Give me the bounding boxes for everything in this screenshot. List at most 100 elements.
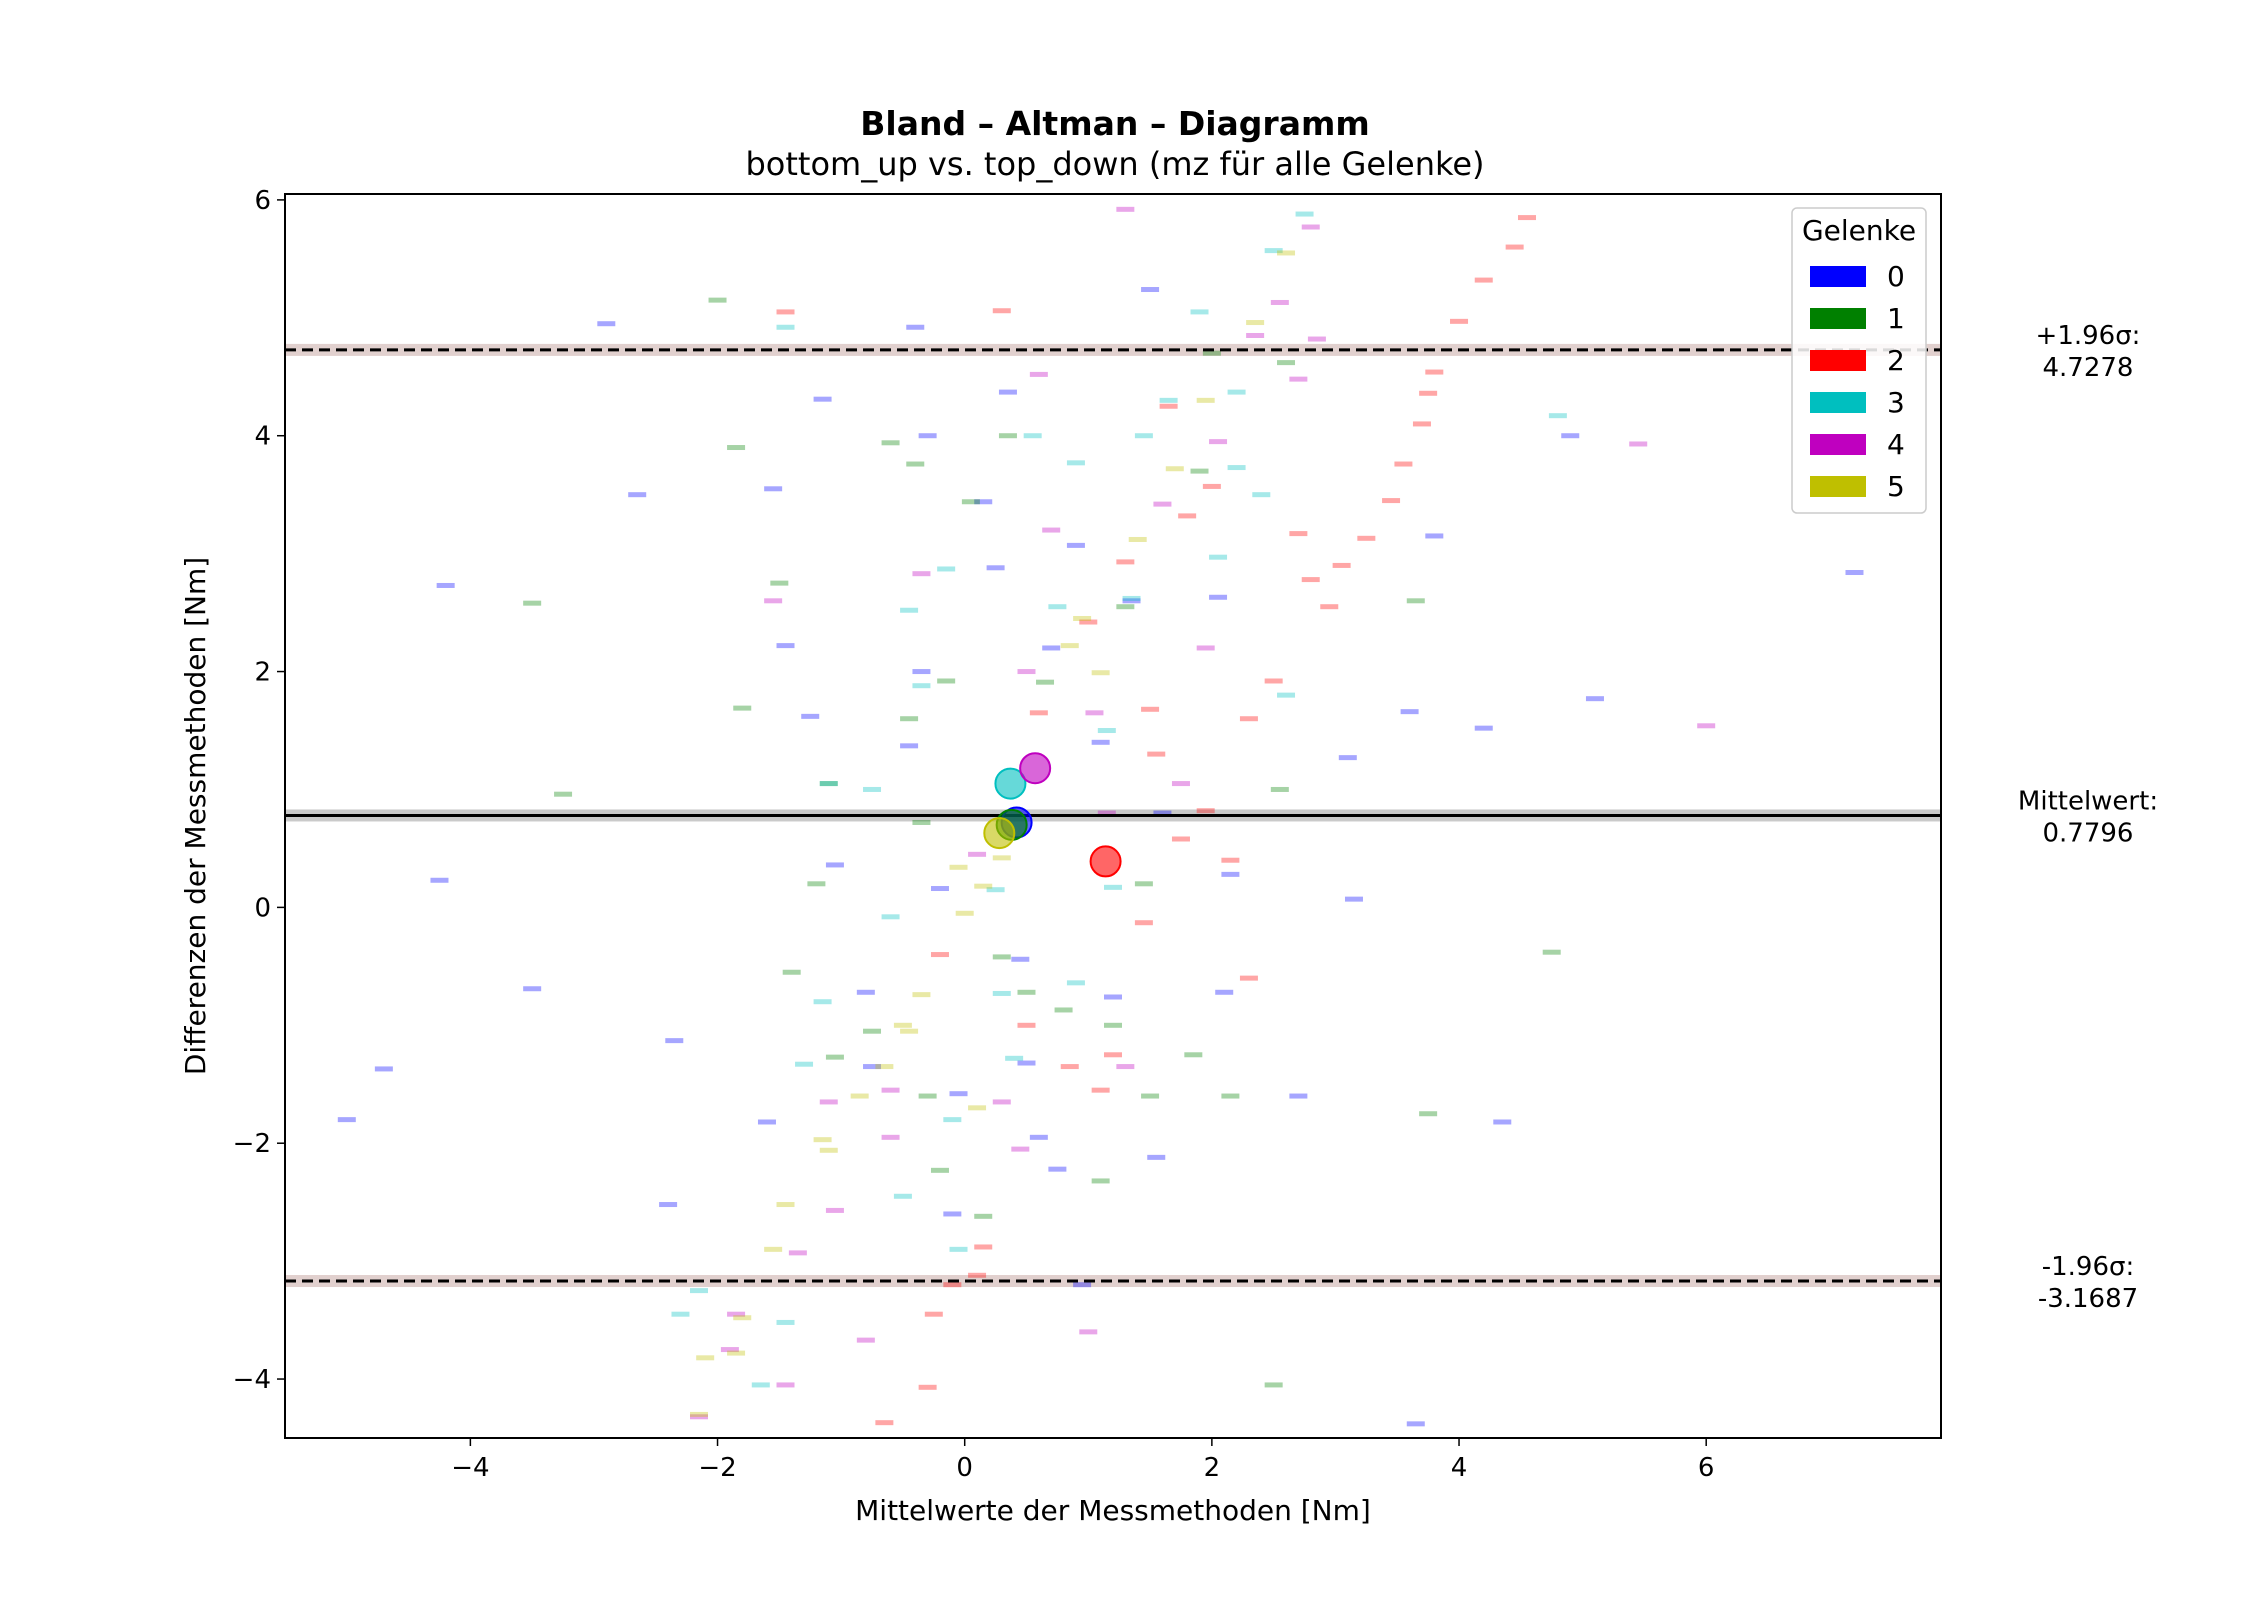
reference-lines <box>285 348 1941 1283</box>
legend-title: Gelenke <box>1802 214 1916 247</box>
point-group-4 <box>1270 299 1289 305</box>
legend-label-0: 0 <box>1887 260 1905 293</box>
point-group-0 <box>374 1066 393 1072</box>
point-group-3 <box>1134 433 1153 439</box>
point-group-2 <box>1450 318 1469 324</box>
point-group-3 <box>813 999 832 1005</box>
point-group-1 <box>727 445 746 451</box>
label-upper_loa-value: 4.7278 <box>2043 353 2134 383</box>
x-tick-label: −4 <box>451 1453 489 1483</box>
point-group-4 <box>968 851 987 857</box>
point-group-3 <box>900 607 919 613</box>
point-group-0 <box>430 877 449 883</box>
y-axis-label: Differenzen der Messmethoden [Nm] <box>179 557 212 1075</box>
point-group-0 <box>764 486 783 492</box>
point-group-1 <box>1054 1007 1073 1013</box>
point-group-1 <box>819 781 838 787</box>
point-group-0 <box>1091 739 1110 745</box>
point-group-2 <box>1116 559 1135 565</box>
x-axis-label: Mittelwerte der Messmethoden [Nm] <box>855 1494 1371 1527</box>
point-group-5 <box>875 1064 894 1070</box>
legend-swatch-2 <box>1810 350 1866 371</box>
point-group-4 <box>819 1099 838 1105</box>
point-group-0 <box>1406 1421 1425 1427</box>
point-group-1 <box>974 1213 993 1219</box>
point-group-2 <box>1147 751 1166 757</box>
point-group-0 <box>1221 871 1240 877</box>
point-group-4 <box>1097 810 1116 816</box>
point-group-4 <box>776 1382 795 1388</box>
point-group-5 <box>727 1350 746 1356</box>
point-group-1 <box>1277 360 1296 366</box>
point-group-5 <box>696 1355 715 1361</box>
point-group-0 <box>943 1211 962 1217</box>
point-group-3 <box>1066 460 1085 466</box>
point-group-1 <box>1116 604 1135 610</box>
point-group-2 <box>968 1272 987 1278</box>
point-group-5 <box>850 1093 869 1099</box>
point-group-5 <box>813 1137 832 1143</box>
chart-title: Bland – Altman – Diagramm <box>860 104 1370 143</box>
point-group-5 <box>992 855 1011 861</box>
x-tick-label: −2 <box>698 1453 736 1483</box>
point-group-1 <box>1190 468 1209 474</box>
label-lower_loa-title: -1.96σ: <box>2042 1252 2135 1282</box>
point-group-5 <box>690 1411 708 1417</box>
point-group-0 <box>659 1202 678 1208</box>
point-group-0 <box>825 862 844 868</box>
legend-swatch-5 <box>1810 476 1866 497</box>
point-group-0 <box>1017 1060 1036 1066</box>
point-group-4 <box>727 1311 746 1317</box>
point-group-2 <box>1518 215 1536 221</box>
point-group-5 <box>1246 320 1265 326</box>
point-group-1 <box>1202 350 1221 356</box>
legend-label-4: 4 <box>1887 428 1905 461</box>
point-group-2 <box>1332 562 1351 568</box>
x-tick-label: 2 <box>1204 1453 1221 1483</box>
point-group-4 <box>1017 669 1036 675</box>
point-group-1 <box>918 1093 937 1099</box>
reference-line-labels: +1.96σ:4.7278 Mittelwert:0.7796 -1.96σ:-3.… <box>2018 321 2158 1314</box>
label-lower_loa-value: -3.1687 <box>2038 1284 2138 1314</box>
point-group-5 <box>1277 250 1296 256</box>
point-group-0 <box>1209 594 1228 600</box>
point-group-5 <box>893 1022 912 1028</box>
point-group-5 <box>900 1028 919 1034</box>
point-group-5 <box>949 864 968 870</box>
point-group-2 <box>1178 513 1197 519</box>
point-group-0 <box>597 321 616 327</box>
point-group-5 <box>819 1147 838 1153</box>
point-group-0 <box>998 389 1017 395</box>
point-group-4 <box>1085 710 1104 716</box>
legend-label-5: 5 <box>1887 470 1905 503</box>
point-group-0 <box>1048 1166 1067 1172</box>
point-group-1 <box>554 791 573 797</box>
point-group-2 <box>1425 369 1444 375</box>
point-group-0 <box>1344 896 1363 902</box>
point-group-1 <box>1036 679 1055 685</box>
scatter-points <box>337 206 1864 1427</box>
point-group-2 <box>1141 706 1160 712</box>
point-group-0 <box>813 396 832 402</box>
point-group-2 <box>1301 577 1320 583</box>
point-group-0 <box>1585 696 1604 702</box>
point-group-0 <box>801 713 820 719</box>
point-group-0 <box>1073 1282 1092 1288</box>
point-group-0 <box>665 1038 684 1044</box>
point-group-2 <box>1017 1022 1036 1028</box>
point-group-1 <box>863 1028 882 1034</box>
y-tick-label: −2 <box>233 1129 271 1159</box>
point-group-0 <box>974 499 993 505</box>
point-group-3 <box>986 887 1005 893</box>
point-group-0 <box>986 565 1005 571</box>
group-mean-3 <box>994 767 1027 800</box>
y-tick-label: 2 <box>254 658 271 688</box>
point-group-0 <box>906 324 925 330</box>
point-group-2 <box>930 952 949 958</box>
x-tick-label: 6 <box>1698 1453 1715 1483</box>
point-group-3 <box>1277 692 1296 698</box>
point-group-3 <box>1023 433 1042 439</box>
point-group-1 <box>992 954 1011 960</box>
point-group-1 <box>825 1054 844 1060</box>
point-group-1 <box>1542 949 1561 955</box>
